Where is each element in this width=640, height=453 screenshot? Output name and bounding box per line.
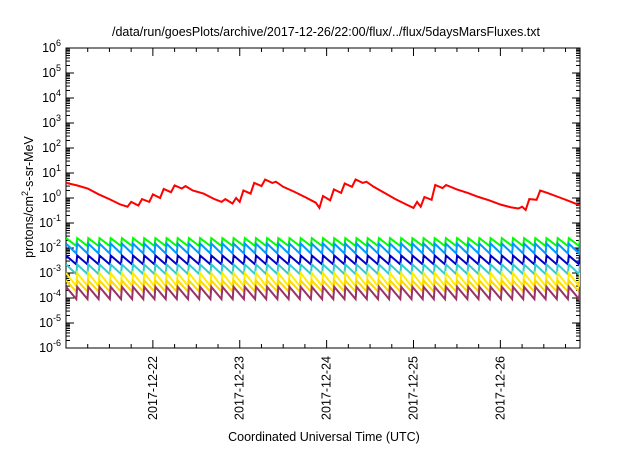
- y-tick-label: 10-1: [39, 213, 61, 230]
- y-tick-label: 10-6: [39, 338, 61, 355]
- x-tick-label: 2017-12-22: [146, 356, 160, 420]
- y-tick-label: 100: [42, 188, 61, 205]
- y-tick-base: 10: [42, 116, 56, 130]
- y-tick-exponent: 2: [56, 138, 61, 148]
- y-tick-exponent: -1: [53, 213, 61, 223]
- y-axis-title: protons/cm2-s-sr-MeV: [20, 135, 36, 257]
- y-tick-label: 10-5: [39, 313, 61, 330]
- y-tick-label: 102: [42, 138, 61, 155]
- y-tick-exponent: 5: [56, 63, 61, 73]
- chart-title: /data/run/goesPlots/archive/2017-12-26/2…: [112, 25, 541, 39]
- y-tick-label: 104: [42, 88, 61, 105]
- y-tick-exponent: 4: [56, 88, 61, 98]
- y-tick-base: 10: [39, 316, 53, 330]
- y-tick-exponent: -4: [53, 288, 61, 298]
- y-axis-title-rest: -s-sr-MeV: [22, 135, 36, 191]
- y-tick-exponent: 3: [56, 113, 61, 123]
- y-axis-title-main: protons/cm: [22, 196, 36, 258]
- y-tick-base: 10: [39, 216, 53, 230]
- y-tick-label: 10-3: [39, 263, 61, 280]
- series-line-7: [66, 284, 580, 302]
- y-tick-base: 10: [39, 266, 53, 280]
- y-tick-exponent: -3: [53, 263, 61, 273]
- y-tick-exponent: 1: [56, 163, 61, 173]
- y-tick-label: 10-4: [39, 288, 61, 305]
- y-tick-base: 10: [42, 41, 56, 55]
- series-layer: [66, 178, 580, 302]
- series-line-3: [66, 253, 580, 267]
- y-tick-exponent: -6: [53, 338, 61, 348]
- y-tick-base: 10: [42, 191, 56, 205]
- y-tick-base: 10: [42, 166, 56, 180]
- y-axis-title-superscript: 2: [20, 191, 30, 196]
- y-tick-base: 10: [42, 66, 56, 80]
- y-tick-base: 10: [39, 291, 53, 305]
- y-axis: 10-610-510-410-310-210-11001011021031041…: [39, 38, 580, 355]
- x-axis: 2017-12-22 2017-12-23 2017-12-24 2017-12-25…: [87, 48, 567, 420]
- y-tick-label: 101: [42, 163, 61, 180]
- x-tick-label: 2017-12-26: [493, 356, 507, 420]
- series-line-2: [66, 241, 580, 256]
- y-tick-label: 105: [42, 63, 61, 80]
- y-tick-exponent: -5: [53, 313, 61, 323]
- y-tick-base: 10: [39, 341, 53, 355]
- y-tick-label: 103: [42, 113, 61, 130]
- y-tick-base: 10: [42, 91, 56, 105]
- y-tick-exponent: 6: [56, 38, 61, 48]
- x-axis-title: Coordinated Universal Time (UTC): [228, 430, 420, 444]
- y-tick-base: 10: [39, 241, 53, 255]
- x-tick-label: 2017-12-25: [406, 356, 420, 420]
- y-tick-exponent: 0: [56, 188, 61, 198]
- x-tick-label: 2017-12-24: [320, 356, 334, 420]
- y-tick-exponent: -2: [53, 238, 61, 248]
- series-line-0: [66, 178, 580, 212]
- y-tick-label: 106: [42, 38, 61, 55]
- y-tick-label: 10-2: [39, 238, 61, 255]
- y-tick-base: 10: [42, 141, 56, 155]
- x-tick-label: 2017-12-23: [233, 356, 247, 420]
